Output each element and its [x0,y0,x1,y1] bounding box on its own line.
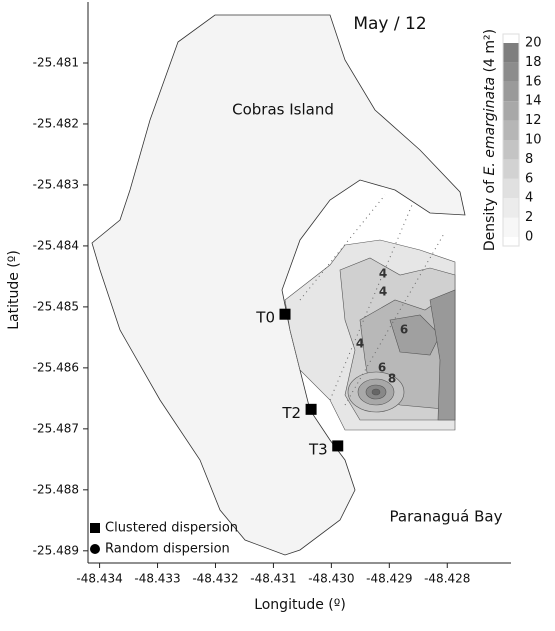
contour-band [429,289,456,421]
annotation: Paranaguá Bay [390,508,503,526]
colorbar-cell [503,217,519,237]
marker-circle [90,544,100,554]
y-tick-label: -25.483 [33,177,79,191]
colorbar-cell [503,198,519,218]
colorbar-tick-label: 16 [525,74,542,89]
y-tick-label: -25.482 [33,116,79,130]
x-tick-label: -48.432 [192,572,238,586]
colorbar-cell [503,43,519,63]
colorbar-cell [503,140,519,160]
colorbar-label-part: Density of [482,176,498,252]
colorbar-label-part: E. emarginata [482,77,498,176]
colorbar-cell [503,62,519,82]
island [91,14,466,556]
colorbar-tick-label: 10 [525,133,542,148]
chart-title: May / 12 [353,14,426,34]
colorbar-cell [503,101,519,121]
contour-label: 4 [379,267,387,281]
marker-square [279,308,291,320]
y-tick-label: -25.488 [33,482,79,496]
x-tick-label: -48.428 [424,572,470,586]
contour-ring [371,388,381,396]
contour-field [284,239,456,431]
y-tick-label: -25.487 [33,421,79,435]
colorbar-tick-label: 12 [525,113,542,128]
colorbar-tick-label: 18 [525,55,542,70]
annotation: Cobras Island [232,101,334,119]
contour-label: 6 [378,361,386,375]
legend-label: Clustered dispersion [105,521,238,536]
colorbar-label-part: (4 m²) [482,29,498,77]
colorbar-cell [503,120,519,140]
contour-band [389,314,441,356]
marker-square [332,440,344,452]
contour-label: 4 [356,337,364,351]
contour-label: 8 [388,372,396,386]
x-tick-label: -48.433 [134,572,180,586]
colorbar-cell [503,81,519,102]
colorbar-tick-label: 8 [525,152,533,167]
y-tick-label: -25.485 [33,299,79,313]
colorbar-tick-label: 20 [525,36,542,51]
x-axis-label: Longitude (º) [254,597,346,613]
marker-square [305,403,317,415]
contour-label: 6 [400,323,408,337]
point-label: T0 [255,309,275,327]
x-tick-label: -48.434 [76,572,122,586]
legend-label: Random dispersion [105,542,230,557]
colorbar-label: Density of E. emarginata (4 m²) [482,29,498,251]
y-tick-label: -25.489 [33,543,79,557]
colorbar-tick-label: 14 [525,94,542,109]
point-label: T2 [281,404,301,422]
transect-lines [299,194,446,406]
point-label: T3 [308,440,328,458]
colorbar-frame [502,33,520,247]
colorbar-tick-label: 4 [525,191,533,206]
marker-square [90,523,100,533]
colorbar-tick-label: 6 [525,171,533,186]
x-tick-label: -48.429 [366,572,412,586]
x-tick-label: -48.431 [250,572,296,586]
colorbar-cell [503,159,519,179]
colorbar-cell [503,178,519,199]
colorbar-tick-label: 0 [525,230,533,245]
contour-label: 4 [379,285,387,299]
y-tick-label: -25.484 [33,238,79,252]
transect [329,204,413,401]
y-axis-label: Latitude (º) [6,250,22,330]
colorbar-tick-label: 2 [525,210,533,225]
x-tick-label: -48.430 [308,572,354,586]
y-tick-label: -25.481 [33,55,79,69]
y-tick-label: -25.486 [33,360,79,374]
